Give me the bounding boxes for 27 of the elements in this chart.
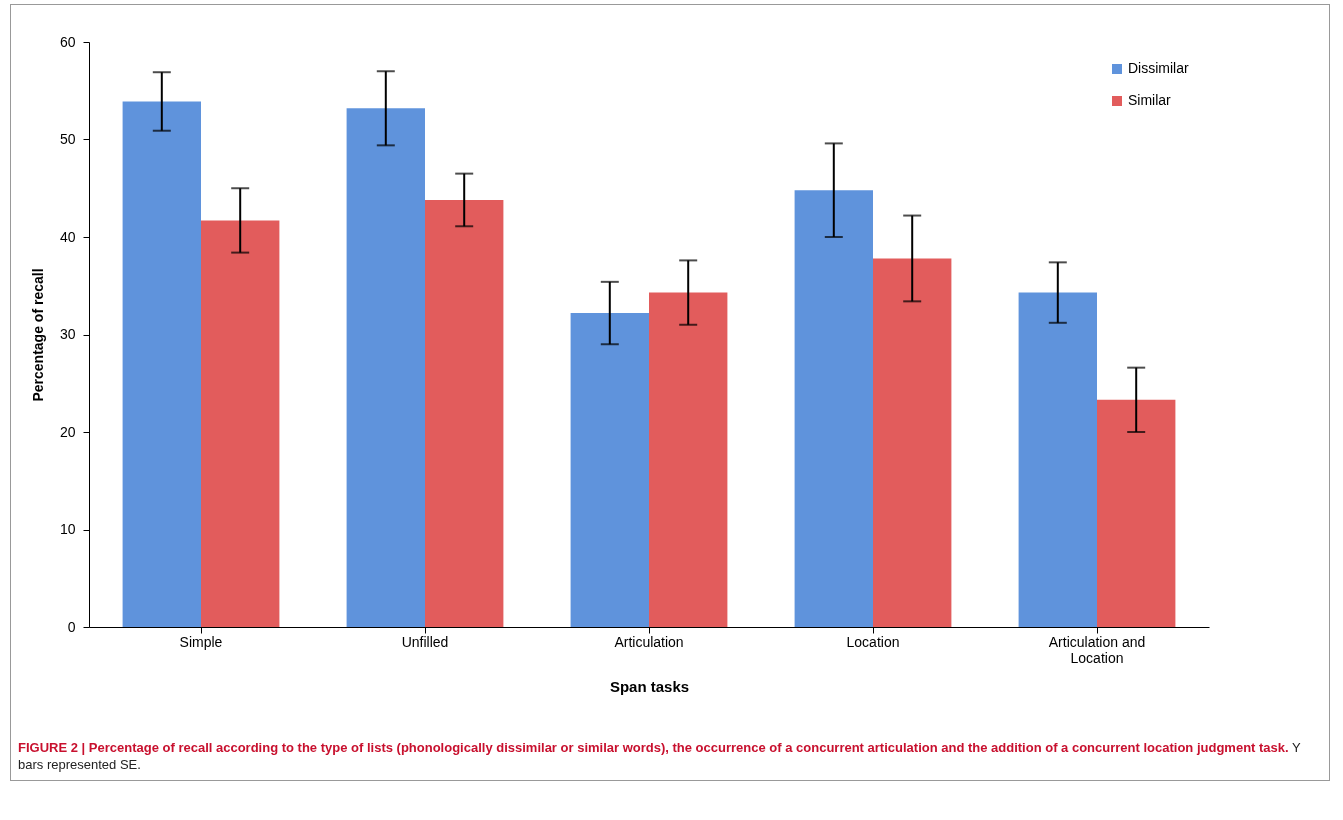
y-tick-label: 40 — [59, 228, 76, 245]
y-axis-title: Percentage of recall — [29, 268, 46, 402]
x-axis-title: Span tasks — [609, 677, 690, 695]
x-tick-label: Unfilled — [401, 633, 449, 650]
x-tick-label: Location — [846, 633, 900, 650]
bar — [425, 199, 504, 627]
bar — [346, 108, 425, 627]
bar — [1097, 399, 1176, 627]
bar — [1018, 292, 1097, 627]
x-tick-label: Simple — [179, 633, 223, 650]
legend-label: Similar — [1128, 92, 1172, 108]
text: FIGURE 2 | Percentage of recall according to the type of lists (phonologically dissimilar or similar words), the occurrence of a concurrent articulation and the addition of a concurrent location judgment task. Y bars represented SE. — [18, 740, 1301, 772]
bar — [794, 190, 873, 627]
y-tick-label: 20 — [59, 423, 76, 440]
y-tick-label: 0 — [67, 618, 76, 635]
x-tick-label: Articulation and Location — [1048, 633, 1146, 666]
y-tick-label: 50 — [59, 131, 76, 147]
y-tick-label: 10 — [59, 521, 76, 537]
y-tick-label: 30 — [59, 326, 76, 342]
bar — [570, 313, 649, 627]
x-tick-label: Articulation — [614, 633, 684, 650]
bar — [201, 220, 280, 627]
y-tick-label: 60 — [59, 33, 76, 50]
legend-label: Dissimilar — [1128, 60, 1189, 76]
bar — [873, 258, 952, 627]
bar — [122, 101, 201, 627]
bar — [649, 292, 728, 627]
